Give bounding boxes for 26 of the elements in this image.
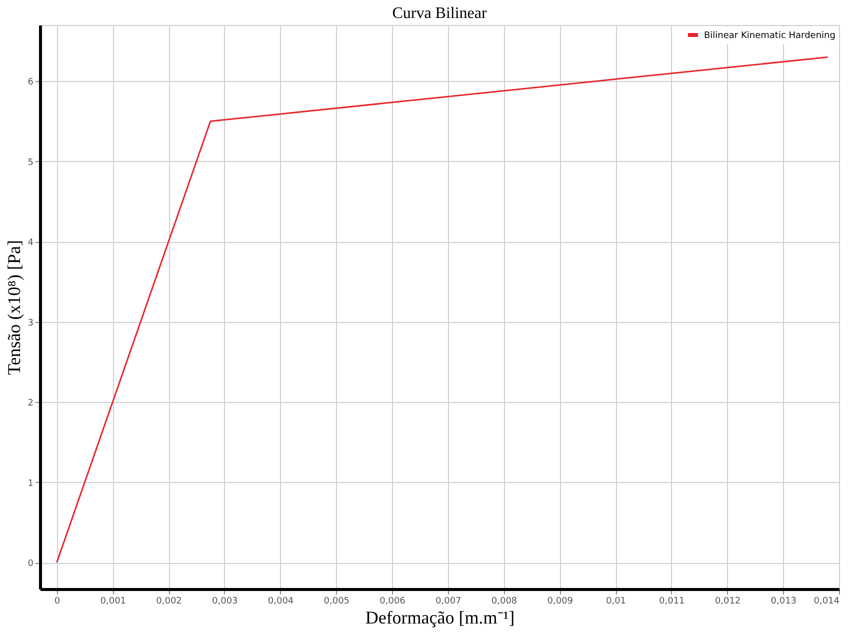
x-tick-label: 0,006 [380,596,406,606]
y-tick-label: 3 [28,318,34,328]
y-tick-label: 6 [28,78,34,88]
x-tick-label: 0 [54,596,60,606]
x-tick-label: 0,01 [606,596,626,606]
chart-title: Curva Bilinear [392,5,488,22]
x-axis-title: Deformação [m.m⁻¹] [365,608,515,628]
y-tick-label: 1 [28,478,34,489]
y-tick-label: 0 [28,559,34,570]
y-tick-label: 4 [28,238,34,248]
x-tick-label: 0,003 [212,596,238,606]
legend-label: Bilinear Kinematic Hardening [704,31,836,41]
x-tick-label: 0,005 [324,596,350,606]
x-tick-label: 0,011 [658,596,685,606]
y-tick-label: 5 [28,158,34,168]
x-tick-label: 0,007 [436,596,462,606]
x-tick-label: 0,008 [491,596,518,606]
y-tick-label: 2 [28,398,34,409]
x-tick-label: 0,002 [156,596,182,606]
x-tick-label: 0,001 [100,596,126,606]
y-axis-title: Tensão (x10⁸) [Pa] [4,240,24,375]
x-tick-label: 0,009 [547,596,574,606]
x-tick-label: 0,013 [770,596,797,606]
x-tick-label: 0,004 [268,596,294,606]
x-tick-label: 0,014 [814,596,840,606]
x-tick-label: 0,012 [714,596,741,606]
